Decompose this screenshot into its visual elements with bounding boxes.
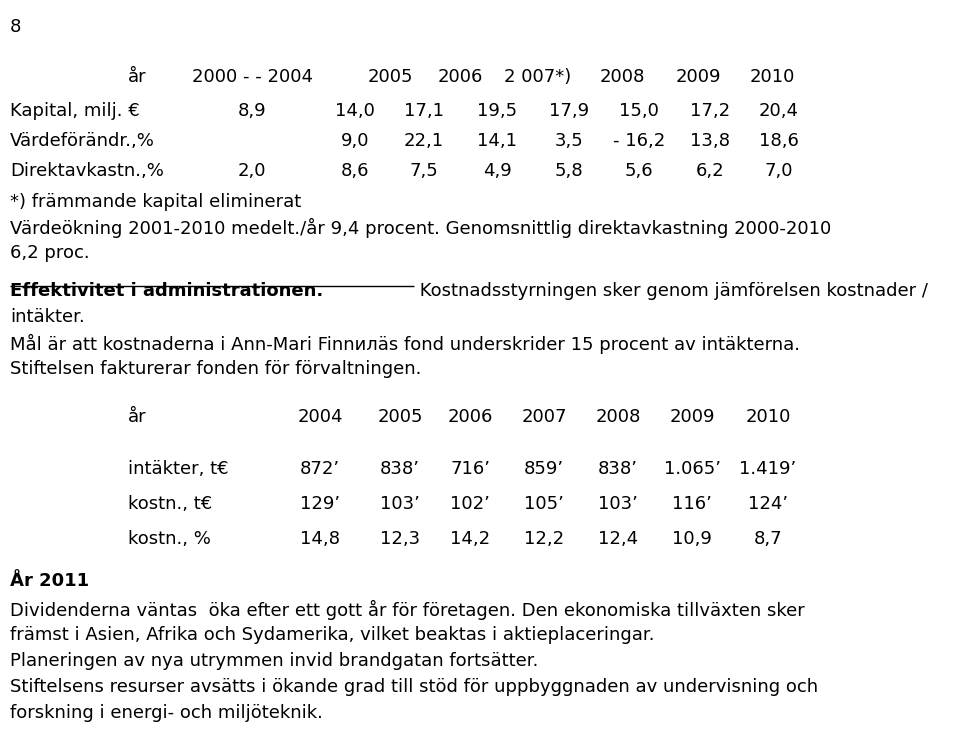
Text: kostn., %: kostn., %	[128, 530, 211, 548]
Text: 2004: 2004	[298, 408, 343, 426]
Text: 22,1: 22,1	[404, 132, 444, 150]
Text: 129’: 129’	[300, 495, 340, 513]
Text: Mål är att kostnaderna i Ann-Mari Finnилäs fond underskrider 15 procent av intäk: Mål är att kostnaderna i Ann-Mari Finnил…	[10, 334, 800, 354]
Text: 20,4: 20,4	[759, 102, 799, 120]
Text: 2010: 2010	[750, 68, 795, 86]
Text: 18,6: 18,6	[759, 132, 799, 150]
Text: *) främmande kapital eliminerat: *) främmande kapital eliminerat	[10, 193, 301, 211]
Text: Stiftelsen fakturerar fonden för förvaltningen.: Stiftelsen fakturerar fonden för förvalt…	[10, 360, 421, 378]
Text: 102’: 102’	[450, 495, 490, 513]
Text: 8: 8	[10, 18, 21, 36]
Text: 2,0: 2,0	[238, 162, 266, 180]
Text: 3,5: 3,5	[555, 132, 584, 150]
Text: 8,7: 8,7	[754, 530, 782, 548]
Text: 9,0: 9,0	[341, 132, 370, 150]
Text: 19,5: 19,5	[477, 102, 517, 120]
Text: 859’: 859’	[524, 460, 564, 478]
Text: kostn., t€: kostn., t€	[128, 495, 212, 513]
Text: 838’: 838’	[598, 460, 638, 478]
Text: 8,6: 8,6	[341, 162, 370, 180]
Text: 872’: 872’	[300, 460, 340, 478]
Text: 105’: 105’	[524, 495, 564, 513]
Text: 2009: 2009	[675, 68, 721, 86]
Text: 14,8: 14,8	[300, 530, 340, 548]
Text: Kapital, milj. €: Kapital, milj. €	[10, 102, 140, 120]
Text: främst i Asien, Afrika och Sydamerika, vilket beaktas i aktieplaceringar.: främst i Asien, Afrika och Sydamerika, v…	[10, 626, 655, 644]
Text: Dividenderna väntas  öka efter ett gott år för företagen. Den ekonomiska tillväx: Dividenderna väntas öka efter ett gott å…	[10, 600, 804, 620]
Text: 12,2: 12,2	[524, 530, 564, 548]
Text: 6,2 proc.: 6,2 proc.	[10, 244, 89, 262]
Text: intäkter, t€: intäkter, t€	[128, 460, 228, 478]
Text: Stiftelsens resurser avsätts i ökande grad till stöd för uppbyggnaden av undervi: Stiftelsens resurser avsätts i ökande gr…	[10, 678, 818, 696]
Text: 2005: 2005	[368, 68, 413, 86]
Text: 17,9: 17,9	[549, 102, 589, 120]
Text: 116’: 116’	[672, 495, 712, 513]
Text: Värdeförändr.,%: Värdeförändr.,%	[10, 132, 155, 150]
Text: 13,8: 13,8	[690, 132, 730, 150]
Text: 2005: 2005	[377, 408, 422, 426]
Text: 2000 - - 2004: 2000 - - 2004	[191, 68, 313, 86]
Text: 12,4: 12,4	[598, 530, 638, 548]
Text: 6,2: 6,2	[696, 162, 724, 180]
Text: 7,5: 7,5	[410, 162, 439, 180]
Text: 2009: 2009	[669, 408, 715, 426]
Text: 2008: 2008	[595, 408, 640, 426]
Text: 14,2: 14,2	[450, 530, 490, 548]
Text: Direktavkastn.,%: Direktavkastn.,%	[10, 162, 164, 180]
Text: 8,9: 8,9	[238, 102, 266, 120]
Text: 716’: 716’	[450, 460, 490, 478]
Text: Kostnadsstyrningen sker genom jämförelsen kostnader /: Kostnadsstyrningen sker genom jämförelse…	[414, 282, 928, 300]
Text: 124’: 124’	[748, 495, 788, 513]
Text: forskning i energi- och miljöteknik.: forskning i energi- och miljöteknik.	[10, 704, 323, 722]
Text: Planeringen av nya utrymmen invid brandgatan fortsätter.: Planeringen av nya utrymmen invid brandg…	[10, 652, 539, 670]
Text: - 16,2: - 16,2	[612, 132, 665, 150]
Text: 2010: 2010	[745, 408, 791, 426]
Text: 14,1: 14,1	[477, 132, 517, 150]
Text: 2006: 2006	[447, 408, 492, 426]
Text: 17,2: 17,2	[690, 102, 730, 120]
Text: 5,6: 5,6	[625, 162, 654, 180]
Text: 15,0: 15,0	[619, 102, 659, 120]
Text: 103’: 103’	[380, 495, 420, 513]
Text: 17,1: 17,1	[404, 102, 444, 120]
Text: År 2011: År 2011	[10, 572, 89, 590]
Text: Värdeökning 2001-2010 medelt./år 9,4 procent. Genomsnittlig direktavkastning 200: Värdeökning 2001-2010 medelt./år 9,4 pro…	[10, 218, 831, 238]
Text: 12,3: 12,3	[380, 530, 420, 548]
Text: år: år	[128, 68, 147, 86]
Text: 7,0: 7,0	[765, 162, 793, 180]
Text: 14,0: 14,0	[335, 102, 375, 120]
Text: 2006: 2006	[438, 68, 483, 86]
Text: 103’: 103’	[598, 495, 638, 513]
Text: intäkter.: intäkter.	[10, 308, 84, 326]
Text: Effektivitet i administrationen.: Effektivitet i administrationen.	[10, 282, 324, 300]
Text: 1.419’: 1.419’	[739, 460, 797, 478]
Text: 4,9: 4,9	[483, 162, 512, 180]
Text: 838’: 838’	[380, 460, 420, 478]
Text: 10,9: 10,9	[672, 530, 712, 548]
Text: 5,8: 5,8	[555, 162, 584, 180]
Text: 2007: 2007	[521, 408, 566, 426]
Text: 2 007*): 2 007*)	[504, 68, 571, 86]
Text: 1.065’: 1.065’	[663, 460, 721, 478]
Text: år: år	[128, 408, 147, 426]
Text: 2008: 2008	[599, 68, 645, 86]
